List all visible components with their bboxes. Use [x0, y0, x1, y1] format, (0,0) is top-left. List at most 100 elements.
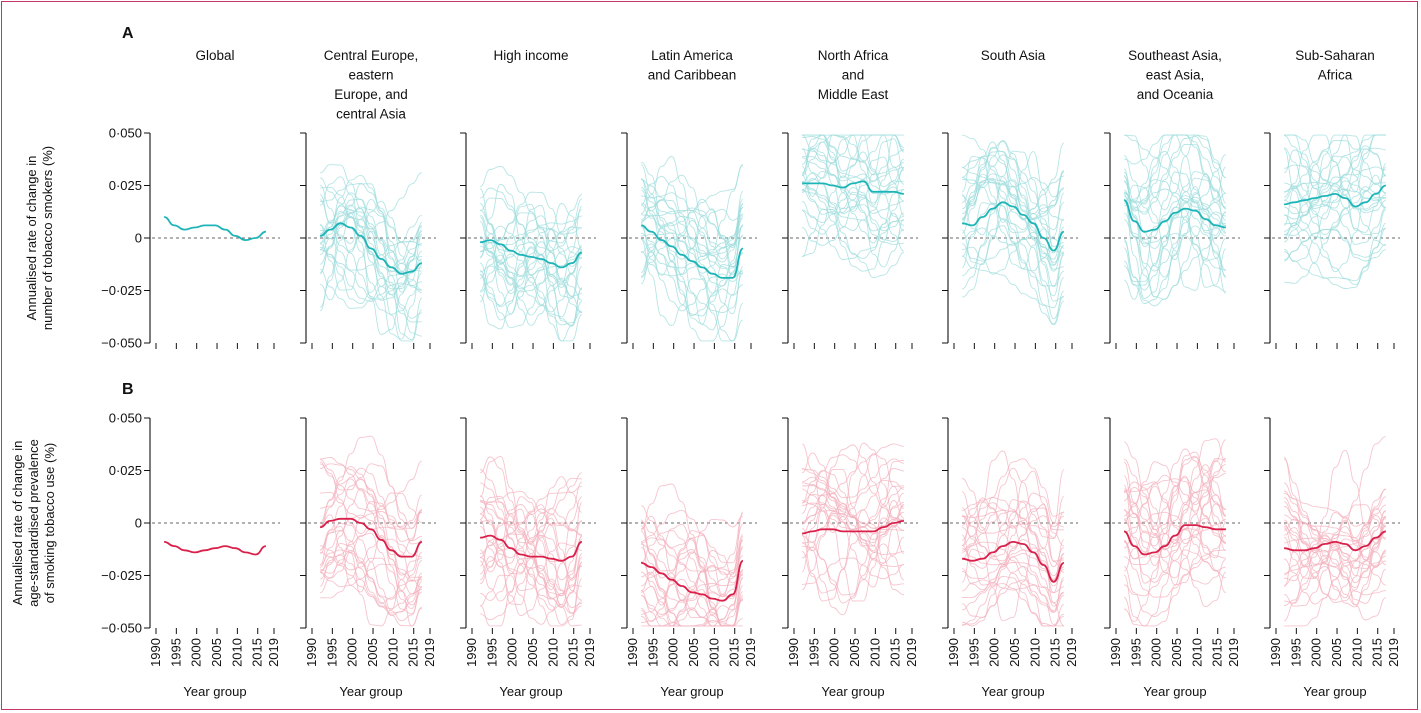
country-line: [320, 463, 423, 529]
country-line: [640, 515, 743, 602]
country-line: [801, 444, 904, 535]
country-line: [1283, 209, 1387, 289]
country-line: [641, 539, 744, 627]
x-tick-label: 2005: [847, 638, 862, 667]
country-line: [1284, 563, 1386, 596]
country-line: [961, 150, 1065, 266]
country-line: [320, 463, 423, 535]
region-title: Sub-Saharan: [1295, 48, 1375, 63]
country-line: [1283, 134, 1387, 217]
country-line: [640, 186, 744, 256]
x-tick-label: 2005: [1329, 638, 1344, 667]
country-line: [640, 513, 744, 572]
country-line: [801, 194, 905, 252]
country-line: [319, 488, 423, 610]
x-tick-label: 1990: [786, 638, 801, 667]
country-line: [1284, 514, 1386, 542]
country-line: [962, 541, 1065, 612]
country-line: [1284, 150, 1387, 236]
country-line: [962, 177, 1065, 231]
country-line: [802, 180, 905, 279]
country-line: [320, 246, 422, 303]
country-line: [319, 183, 423, 276]
x-axis-title: Year group: [1143, 684, 1206, 699]
country-line: [1284, 222, 1387, 286]
x-tick-label: 1995: [1288, 638, 1303, 667]
country-line: [1284, 134, 1386, 232]
country-line: [801, 141, 905, 244]
y-tick-label: 0·025: [109, 178, 142, 193]
country-line: [1284, 489, 1387, 567]
x-tick-label: 2010: [545, 638, 560, 667]
regional-trend-line: [962, 540, 1065, 583]
country-line: [641, 232, 744, 313]
country-line: [1283, 519, 1387, 579]
regional-trend-line: [1284, 530, 1387, 552]
x-tick-label: 2010: [1189, 638, 1204, 667]
x-tick-label: 2015: [727, 638, 742, 667]
country-line: [319, 223, 423, 341]
country-line: [479, 469, 583, 544]
x-tick-label: 2000: [666, 638, 681, 667]
x-tick-label: 2015: [406, 638, 421, 667]
country-line: [640, 535, 744, 627]
region-title: east Asia,: [1146, 68, 1205, 83]
region-title: eastern: [348, 68, 393, 83]
country-line: [641, 215, 744, 317]
country-line: [1123, 136, 1227, 213]
subplot: 1990 1995 2000 2005 2010 2015 2019 Year group: [782, 417, 919, 699]
x-axis-title: Year group: [499, 684, 562, 699]
country-line: [1124, 134, 1227, 211]
country-line: [479, 501, 583, 562]
country-line: [1284, 134, 1386, 189]
country-line: [961, 547, 1065, 627]
region-title: Africa: [1318, 68, 1353, 83]
country-line: [319, 542, 422, 604]
subplot: [144, 132, 280, 349]
country-line: [479, 197, 583, 252]
country-line: [640, 222, 744, 331]
country-line: [1283, 525, 1386, 579]
country-line: [320, 183, 423, 243]
country-line: [319, 549, 423, 627]
country-line: [1283, 515, 1387, 608]
country-line: [802, 209, 904, 260]
country-line: [1123, 199, 1227, 272]
x-axis-title: Year group: [660, 684, 723, 699]
country-line: [962, 218, 1065, 326]
country-line: [801, 454, 904, 521]
subplot: [1264, 132, 1400, 349]
country-line: [640, 546, 744, 627]
country-line: [962, 225, 1065, 287]
country-line: [802, 524, 904, 596]
country-line: [1283, 139, 1386, 201]
x-tick-label: 2015: [1210, 638, 1225, 667]
x-axis-title: Year group: [821, 684, 884, 699]
subplot: 1990 1995 2000 2005 2010 2015 2019 Year group: [144, 417, 281, 699]
y-axis-title: age-standardised prevalence: [26, 439, 41, 607]
country-line: [1284, 531, 1387, 588]
country-line: [1123, 144, 1227, 215]
x-tick-label: 1995: [645, 638, 660, 667]
country-line: [961, 173, 1065, 272]
country-line: [1123, 134, 1227, 221]
country-line: [319, 550, 423, 616]
country-line: [962, 157, 1065, 221]
country-line: [641, 209, 744, 246]
x-tick-label: 1990: [946, 638, 961, 667]
x-tick-label: 2010: [706, 638, 721, 667]
x-tick-label: 2000: [827, 638, 842, 667]
x-tick-label: 1995: [168, 638, 183, 667]
country-line: [640, 589, 744, 627]
country-line: [479, 165, 583, 244]
x-tick-label: 2000: [505, 638, 520, 667]
country-line: [961, 150, 1065, 288]
x-tick-label: 2005: [365, 638, 380, 667]
country-line: [1284, 552, 1387, 606]
country-line: [479, 194, 583, 290]
country-line: [1124, 494, 1227, 579]
x-tick-label: 2015: [250, 638, 265, 667]
country-line: [962, 556, 1064, 627]
x-tick-label: 2019: [1386, 638, 1401, 667]
country-line: [802, 184, 904, 214]
